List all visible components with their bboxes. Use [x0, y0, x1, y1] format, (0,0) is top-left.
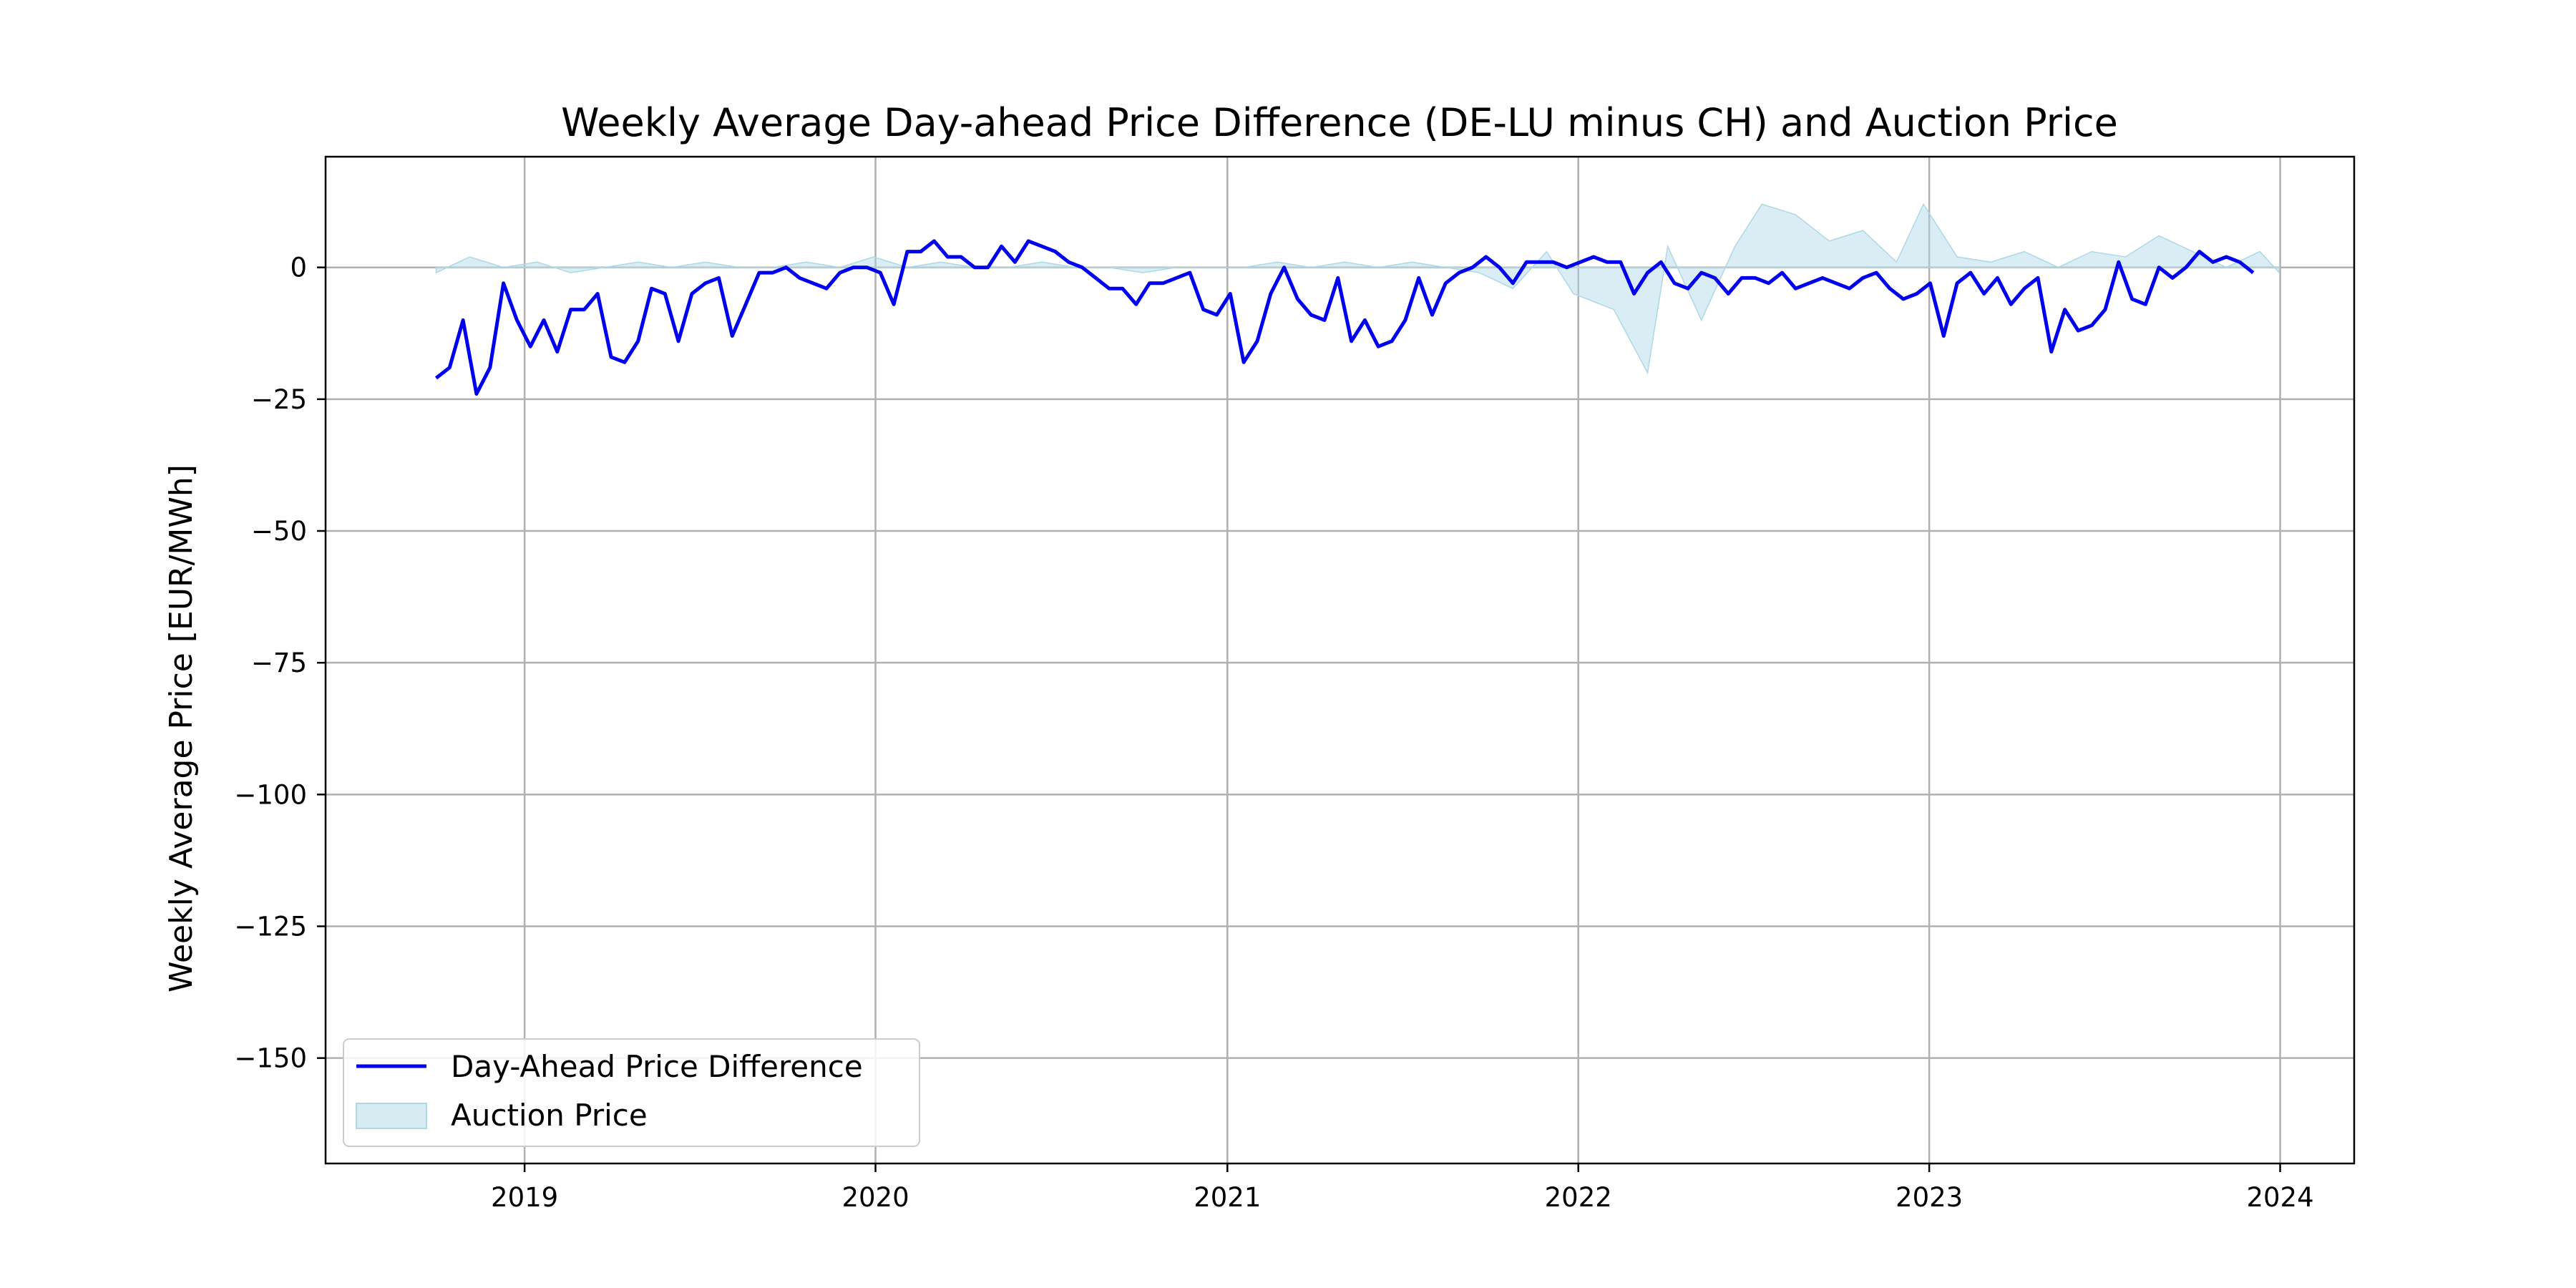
y-tick-label: −100	[234, 779, 307, 810]
x-tick-label: 2024	[2246, 1182, 2313, 1213]
legend-label-auction-price: Auction Price	[451, 1098, 648, 1133]
grid	[326, 157, 2354, 1163]
y-tick-label: −150	[234, 1043, 307, 1074]
series-area-auction-price	[435, 203, 2280, 375]
x-tick-label: 2022	[1545, 1182, 1612, 1213]
x-tick-label: 2020	[841, 1182, 909, 1213]
area-series-layer	[435, 203, 2280, 375]
y-axis-label: Weekly Average Price [EUR/MWh]	[163, 464, 200, 992]
legend-box	[343, 1038, 920, 1147]
legend: Day-Ahead Price Difference Auction Price	[343, 1038, 920, 1147]
y-tick-label: −50	[251, 516, 307, 547]
legend-area-swatch	[356, 1103, 427, 1129]
axis-ticks: 0 −25 −50 −75 −100 −125 −150 2019 2020 2021 2022 20…	[234, 253, 2313, 1213]
plot-frame	[324, 155, 2356, 1165]
line-series-layer	[434, 239, 2255, 396]
y-tick-label: 0	[290, 253, 307, 283]
chart-title: Weekly Average Day-ahead Price Differenc…	[561, 100, 2118, 145]
y-tick-label: −25	[251, 384, 307, 415]
y-tick-label: −125	[234, 912, 307, 942]
y-tick-label: −75	[251, 648, 307, 678]
series-line-price-difference	[434, 239, 2255, 396]
x-tick-label: 2023	[1896, 1182, 1963, 1213]
x-tick-label: 2021	[1194, 1182, 1261, 1213]
x-tick-label: 2019	[491, 1182, 558, 1213]
legend-label-price-difference: Day-Ahead Price Difference	[451, 1049, 863, 1084]
